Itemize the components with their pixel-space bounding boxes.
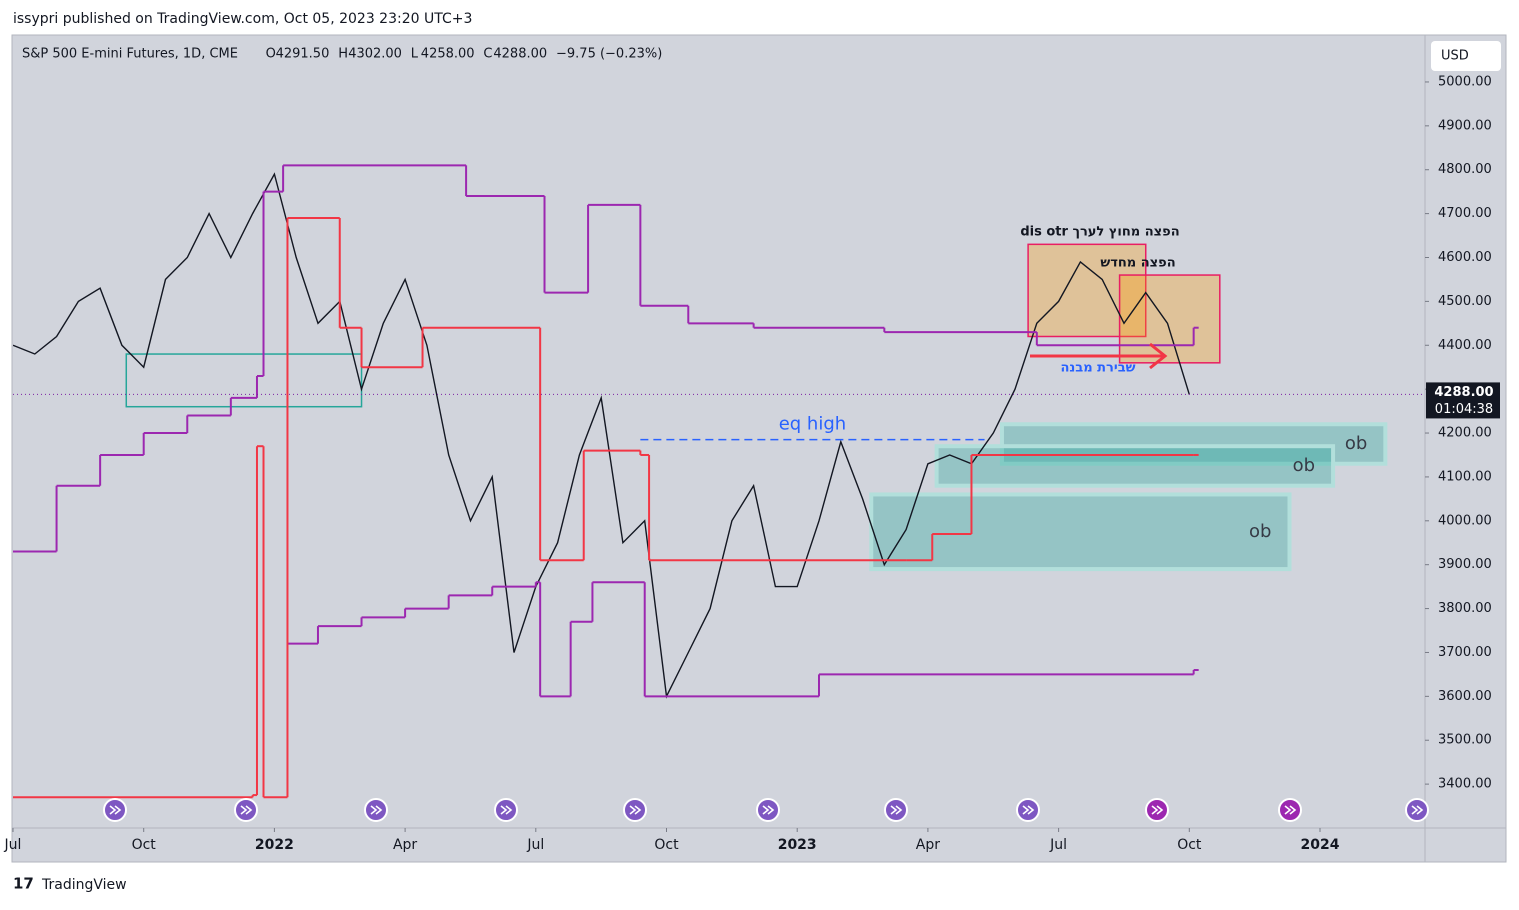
price-line: [13, 172, 1190, 699]
quote-value: 4288.00: [493, 47, 547, 62]
currency[interactable]: USD: [1441, 49, 1469, 64]
countdown: 01:04:38: [1435, 402, 1493, 417]
y-tick-label: 4700.00: [1438, 206, 1492, 221]
quote-prefix: C: [483, 47, 492, 62]
x-tick-label: 2022: [255, 837, 294, 853]
price-tag: [1426, 382, 1500, 419]
break-arrow: [1030, 342, 1168, 370]
quote-value: 4258.00: [421, 47, 475, 62]
x-tick-label: Oct: [654, 837, 679, 853]
y-tick-label: 5000.00: [1438, 74, 1492, 89]
event-glyph: [629, 805, 642, 815]
annotation: dis otr הפצה מחוץ לערך: [1020, 225, 1179, 240]
x-tick-label: 2023: [778, 837, 817, 853]
quote-prefix: L: [411, 47, 419, 62]
y-tick-label: 4600.00: [1438, 250, 1492, 265]
quote-prefix: H: [338, 47, 348, 62]
quote-change: −9.75 (−0.23%): [556, 47, 662, 62]
y-tick-label: 3500.00: [1438, 733, 1492, 748]
x-tick-label: Jul: [1049, 837, 1067, 853]
event-glyph: [762, 805, 775, 815]
footer: TradingView: [41, 877, 127, 893]
logo: 17: [13, 875, 34, 893]
y-tick-label: 3700.00: [1438, 645, 1492, 660]
event-glyph: [1022, 805, 1035, 815]
y-tick-label: 4900.00: [1438, 118, 1492, 133]
event-glyph: [1284, 805, 1297, 815]
x-tick-label: Apr: [393, 837, 417, 853]
y-tick-label: 3600.00: [1438, 689, 1492, 704]
eq-high-label: eq high: [779, 414, 846, 435]
y-tick-label: 4000.00: [1438, 513, 1492, 528]
y-tick-label: 3800.00: [1438, 601, 1492, 616]
event-glyph: [109, 805, 122, 815]
annotation: שבירת מבנה: [1060, 361, 1135, 376]
zone-label: ob: [1249, 521, 1271, 542]
event-glyph: [1151, 805, 1164, 815]
zone: [999, 422, 1388, 466]
y-tick-label: 4200.00: [1438, 426, 1492, 441]
y-tick-label: 4500.00: [1438, 294, 1492, 309]
zone: [869, 492, 1292, 572]
zone: [125, 353, 363, 408]
y-tick-label: 3400.00: [1438, 777, 1492, 792]
x-tick-label: Oct: [1177, 837, 1202, 853]
symbol-title: S&P 500 E-mini Futures, 1D, CME: [22, 47, 238, 62]
zone-label: ob: [1345, 433, 1367, 454]
zone: [934, 444, 1336, 488]
price-tag-value: 4288.00: [1434, 385, 1493, 400]
x-tick-label: Oct: [132, 837, 157, 853]
zone: [1118, 274, 1221, 364]
quote-prefix: O: [266, 47, 276, 62]
x-tick-label: Jul: [526, 837, 544, 853]
y-tick-label: 4400.00: [1438, 338, 1492, 353]
quote-value: 4302.00: [348, 47, 402, 62]
annotation: הפצה מחדש: [1100, 256, 1175, 271]
event-glyph: [240, 805, 253, 815]
event-glyph: [890, 805, 903, 815]
event-glyph: [370, 805, 383, 815]
plot: [13, 164, 1388, 799]
x-tick-label: Jul: [4, 837, 22, 853]
y-tick-label: 3900.00: [1438, 557, 1492, 572]
x-tick-label: Apr: [916, 837, 940, 853]
x-tick-label: 2024: [1301, 837, 1340, 853]
currency-box[interactable]: [1431, 41, 1501, 71]
header: issypri published on TradingView.com, Oc…: [13, 11, 472, 27]
zone-label: ob: [1293, 455, 1315, 476]
y-tick-label: 4100.00: [1438, 469, 1492, 484]
quote-value: 4291.50: [276, 47, 330, 62]
y-tick-label: 4800.00: [1438, 162, 1492, 177]
event-glyph: [1411, 805, 1424, 815]
event-glyph: [500, 805, 513, 815]
